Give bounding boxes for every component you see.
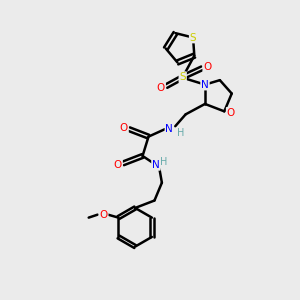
Text: O: O: [203, 62, 212, 72]
Text: O: O: [227, 108, 235, 118]
Text: O: O: [157, 82, 165, 93]
Text: O: O: [99, 210, 108, 220]
Text: H: H: [177, 128, 184, 138]
Text: S: S: [190, 32, 196, 43]
Text: S: S: [179, 72, 186, 82]
Text: N: N: [152, 160, 160, 170]
Text: N: N: [201, 80, 209, 90]
Text: H: H: [160, 157, 167, 167]
Text: N: N: [165, 124, 173, 134]
Text: O: O: [114, 160, 122, 170]
Text: O: O: [120, 123, 128, 133]
